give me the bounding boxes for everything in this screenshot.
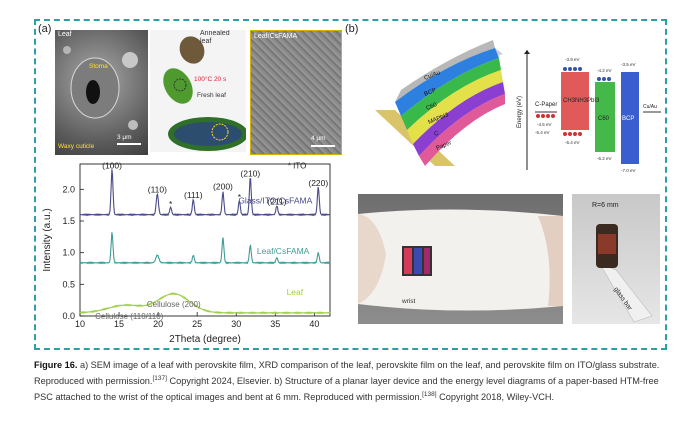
y-tick-label: 1.5 <box>62 216 75 226</box>
ito-legend-note: * ITO <box>288 161 307 170</box>
peak-label: (210) <box>240 169 260 179</box>
peak-label: (110) <box>148 185 167 195</box>
y-tick-label: 2.0 <box>62 184 75 194</box>
label-c: C <box>434 130 441 137</box>
peak-label: (211) <box>267 197 286 207</box>
annealed-leaf-label: Annealed leaf <box>200 30 230 45</box>
layer-mapbi3 <box>407 70 503 144</box>
sem-film-scale-label: 4 μm <box>311 135 326 142</box>
layer-c <box>413 82 505 156</box>
series-line-3 <box>79 292 331 315</box>
x-tick-label: 25 <box>192 319 202 329</box>
bcp-band <box>621 72 639 164</box>
layer-bcp <box>395 48 499 116</box>
cpaper-label: C-Paper <box>535 102 557 108</box>
y-tick-label: 0.5 <box>62 279 75 289</box>
perovskite-label: CH3NH3PbI3 <box>563 98 600 104</box>
peak-label: * <box>169 199 173 209</box>
panel-a-label: (a) <box>38 23 52 35</box>
figure-frame <box>34 19 667 350</box>
perovskite-band <box>561 72 589 130</box>
caption-part3: Copyright 2018, Wiley-VCH. <box>436 392 555 403</box>
x-tick-label: 35 <box>270 319 280 329</box>
c60-band <box>595 82 615 152</box>
waxy-cuticle-label: Waxy cuticle <box>58 143 95 150</box>
y-axis-label: Intensity (a.u.) <box>42 208 53 271</box>
caption-ref1: [137] <box>152 375 167 382</box>
plot-frame <box>79 163 331 317</box>
caption-figure-label: Figure 16. <box>34 360 78 370</box>
y-tick-label: 0.0 <box>62 311 75 321</box>
label-c60: C60 <box>426 102 439 112</box>
radius-label: R=6 mm <box>592 202 619 209</box>
label-cuau: Cu/Au <box>424 70 442 82</box>
level-l2: -4.5 eV <box>537 122 552 127</box>
peak-label: (220) <box>308 178 328 188</box>
caption-part2: Copyright 2024, Elsevier. b) Structure o… <box>34 376 659 403</box>
panel-b-label: (b) <box>345 23 359 35</box>
label-bcp: BCP <box>424 88 438 98</box>
leaf-photos: Annealed leaf 100°C 20 s Fresh leaf <box>150 30 246 152</box>
xrd-chart: 10 15 20 25 30 35 40 0.0 0.5 1.0 1.5 2.0 Glass/ITO… <box>42 160 331 345</box>
level-l7: -7.0 eV <box>621 168 636 173</box>
level-l8: -5.4 eV <box>535 130 550 135</box>
level-l1: -3.9 eV <box>565 57 580 62</box>
series-label-1: Glass/ITO/CsFAMA <box>238 195 312 205</box>
layer-paper <box>419 94 505 166</box>
energy-diagram: Energy (eV) C-Paper CH3NH3PbI3 C60 BCP C… <box>517 50 661 173</box>
device-stack: Cu/Au BCP C60 MAPbI3 C Paper <box>375 40 505 166</box>
sem-film-corner-label: Leaf/CsFAMA <box>254 33 298 40</box>
level-l6: -3.5 eV <box>621 62 636 67</box>
fresh-leaf-label: Fresh leaf <box>197 92 226 99</box>
x-tick-label: 15 <box>114 319 124 329</box>
level-l5: -6.2 eV <box>597 156 612 161</box>
level-l4: -4.2 eV <box>597 68 612 73</box>
x-tick-label: 40 <box>309 319 319 329</box>
caption-part1: a) SEM image of a leaf with perovskite f… <box>34 360 660 387</box>
cellulose-annotation-2: Cellulose (110/110) <box>95 312 164 321</box>
label-paper: Paper <box>436 140 453 152</box>
sem-leaf-image: Leaf Stoma 3 μm Waxy cuticle <box>55 30 148 155</box>
wrist-photo: wrist <box>358 194 563 324</box>
sem-leaf-corner-label: Leaf <box>58 31 72 38</box>
series-label-2: Leaf/CsFAMA <box>257 246 310 256</box>
peak-label: (100) <box>102 160 122 170</box>
series-line-1 <box>79 169 330 217</box>
y-axis: 0.0 0.5 1.0 1.5 2.0 <box>62 184 84 321</box>
cellulose-annotation-1: Cellulose (200) <box>147 300 201 309</box>
peak-label: (111) <box>184 190 203 200</box>
x-axis-label: 2Theta (degree) <box>169 334 241 345</box>
series-line-2 <box>79 232 331 265</box>
stoma-label: Stoma <box>89 63 108 70</box>
x-tick-label: 20 <box>153 319 163 329</box>
caption-ref2: [138] <box>422 391 437 399</box>
sem-leaf-scale-bar <box>117 143 141 145</box>
series-label-3: Leaf <box>287 287 304 297</box>
sem-film-scale-bar <box>311 145 335 147</box>
electrode-label: Cu/Au <box>643 104 657 110</box>
layer-c60 <box>401 58 501 130</box>
peak-label: * <box>238 192 242 202</box>
level-l3: -5.4 eV <box>565 140 580 145</box>
bend-photo: R=6 mm glass bar <box>572 194 660 324</box>
wrist-label: wrist <box>402 298 416 305</box>
sem-leaf-scale-label: 3 μm <box>117 134 132 141</box>
peak-label: (200) <box>213 181 233 191</box>
figure-caption: Figure 16. a) SEM image of a leaf with p… <box>34 359 674 404</box>
energy-axis-label: Energy (eV) <box>517 96 523 128</box>
x-tick-label: 10 <box>75 319 85 329</box>
temperature-label: 100°C 20 s <box>194 76 227 83</box>
sem-film-image: Leaf/CsFAMA 4 μm <box>250 30 342 155</box>
c60-label: C60 <box>598 116 610 122</box>
x-tick-label: 30 <box>231 319 241 329</box>
layer-cuau <box>395 40 495 102</box>
bcp-label: BCP <box>622 116 634 122</box>
y-tick-label: 1.0 <box>62 248 75 258</box>
